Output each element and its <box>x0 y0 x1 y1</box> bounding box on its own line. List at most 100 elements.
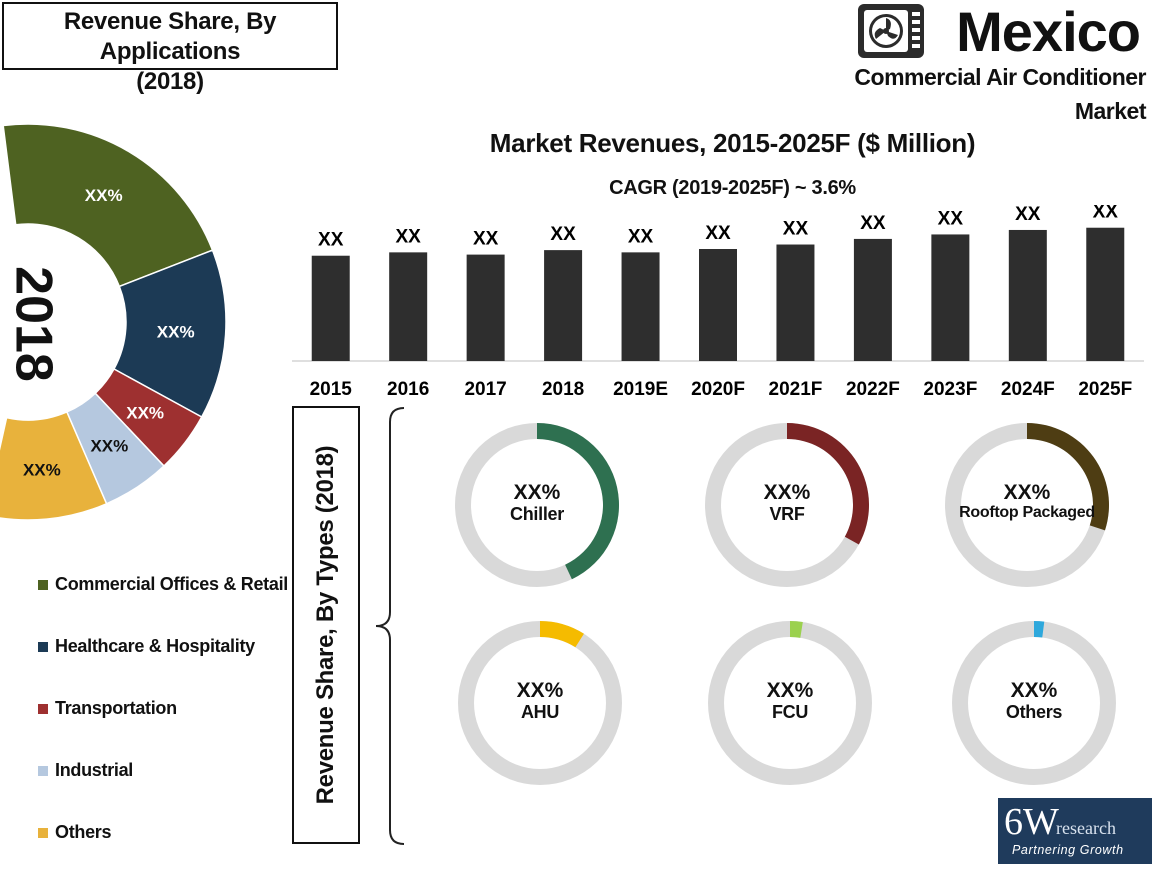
bar-value-label: XX <box>860 213 886 234</box>
legend-item: Industrial <box>38 760 133 781</box>
legend-label: Healthcare & Hospitality <box>55 636 255 656</box>
donut-share-arc <box>537 423 619 580</box>
type-donut-ring <box>708 621 872 785</box>
donut-segment-label: XX% <box>157 323 195 342</box>
legend-label: Others <box>55 822 112 842</box>
donut-segment-label: XX% <box>90 437 128 456</box>
legend-item: Commercial Offices & Retail <box>38 574 288 595</box>
bar-value-label: XX <box>783 219 809 240</box>
type-name-label: Rooftop Packaged <box>959 504 1095 521</box>
bar-2017 <box>466 254 505 361</box>
type-name-label: Others <box>1005 702 1063 722</box>
bar-2015 <box>311 255 350 361</box>
donut-year-label: 2018 <box>4 266 62 382</box>
donut-share-arc <box>1027 423 1109 531</box>
bar-value-label: XX <box>1015 205 1041 225</box>
legend-swatch <box>38 579 48 590</box>
types-label: Revenue Share, By Types (2018) <box>312 445 339 805</box>
type-name-label: VRF <box>769 504 805 524</box>
type-share-label: XX% <box>1010 679 1058 702</box>
bar-value-label: XX <box>705 223 731 244</box>
donut-share-arc <box>787 423 869 545</box>
type-donut: XX% VRF <box>705 423 869 587</box>
brand-market-line2: Market <box>1074 98 1147 124</box>
air-conditioner-fan-icon <box>856 2 926 67</box>
legend-item: Others <box>38 822 112 843</box>
bar-2019E <box>621 252 660 361</box>
bar-2023F <box>931 234 970 361</box>
bar-value-label: XX <box>938 208 964 229</box>
type-donut-ring <box>458 621 622 785</box>
type-donut-ring <box>455 423 619 587</box>
legend-swatch <box>38 703 48 714</box>
type-share-label: XX% <box>1003 481 1051 504</box>
donut-segment-label: XX% <box>85 186 123 205</box>
bar-value-label: XX <box>1093 205 1119 223</box>
bar-2016 <box>389 252 428 361</box>
bar-value-label: XX <box>396 226 422 247</box>
bar-chart-subtitle: CAGR (2019-2025F) ~ 3.6% <box>609 177 856 199</box>
type-name-label: FCU <box>771 702 809 722</box>
bar-2021F <box>776 244 815 361</box>
type-name-label: AHU <box>520 702 560 722</box>
type-donut-ring <box>945 423 1109 587</box>
x-tick-label: 2017 <box>464 379 506 400</box>
legend-swatch <box>38 765 48 776</box>
x-tick-label: 2016 <box>387 379 429 400</box>
type-donut: XX% Rooftop Packaged <box>945 423 1109 587</box>
donut-share-arc <box>540 621 584 648</box>
legend-item: Healthcare & Hospitality <box>38 636 255 657</box>
bar-value-label: XX <box>473 229 499 250</box>
x-tick-label: 2022F <box>846 379 900 400</box>
type-name-label: Chiller <box>510 504 564 524</box>
bar-2020F <box>699 249 737 361</box>
logo-mark: 6W <box>1004 801 1059 843</box>
x-tick-label: 2024F <box>1001 379 1055 400</box>
x-tick-label: 2019E <box>613 379 668 400</box>
x-tick-label: 2020F <box>691 379 745 400</box>
bar-chart-title: Market Revenues, 2015-2025F ($ Million) <box>489 128 976 158</box>
applications-title-box: Revenue Share, By Applications (2018) <box>2 2 338 95</box>
x-tick-label: 2025F <box>1078 379 1132 400</box>
type-donut: XX% Others <box>952 621 1116 785</box>
bar-2025F <box>1086 227 1125 361</box>
type-share-label: XX% <box>763 481 811 504</box>
applications-title: Revenue Share, By Applications <box>63 8 277 65</box>
type-donut: XX% Chiller <box>455 423 619 587</box>
bar-value-label: XX <box>550 224 576 245</box>
donut-segment-label: XX% <box>126 403 164 422</box>
donut-share-arc <box>1034 621 1045 638</box>
bar-2024F <box>1008 229 1047 361</box>
x-tick-label: 2023F <box>923 379 977 400</box>
types-bracket <box>375 407 405 845</box>
type-donut: XX% AHU <box>458 621 622 785</box>
legend-swatch <box>38 827 48 838</box>
donut-segment-0 <box>2 123 214 288</box>
brand-block: Mexico Commercial Air Conditioner Market <box>846 0 1146 130</box>
type-donut-ring <box>705 423 869 587</box>
company-logo: 6W research Partnering Growth <box>998 798 1152 864</box>
type-donut-ring <box>952 621 1116 785</box>
x-tick-label: 2015 <box>310 379 353 400</box>
donut-segment-label: XX% <box>23 460 61 479</box>
bar-2018 <box>544 250 583 361</box>
bar-2022F <box>853 238 892 361</box>
revenue-bar-chart: XX 2015 XX 2016 XX 2017 XX 2018 XX 2019E XX 2020F XX… <box>292 205 1144 400</box>
x-tick-label: 2021F <box>769 379 823 400</box>
type-share-label: XX% <box>513 481 561 504</box>
bar-value-label: XX <box>318 230 344 251</box>
legend-swatch <box>38 641 48 652</box>
type-share-label: XX% <box>516 679 564 702</box>
bar-value-label: XX <box>628 226 654 247</box>
x-tick-label: 2018 <box>542 379 584 400</box>
logo-tagline: Partnering Growth <box>1012 843 1124 857</box>
brand-country: Mexico <box>956 0 1141 63</box>
logo-word: research <box>1056 818 1116 838</box>
applications-donut-chart: XX% XX% XX% XX% XX% 2018 <box>0 123 227 521</box>
legend-label: Transportation <box>55 698 177 718</box>
brand-market-line1: Commercial Air Conditioner <box>854 64 1146 90</box>
legend-item: Transportation <box>38 698 177 719</box>
donut-segment-4 <box>0 410 108 521</box>
types-label-box: Revenue Share, By Types (2018) <box>292 406 360 844</box>
type-share-label: XX% <box>766 679 814 702</box>
